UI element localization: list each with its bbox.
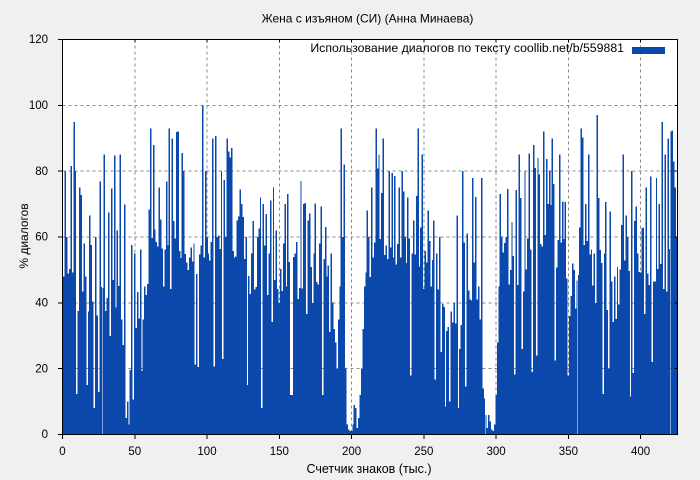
svg-text:20: 20: [35, 363, 48, 375]
svg-text:Жена с изъяном (СИ) (Анна Мина: Жена с изъяном (СИ) (Анна Минаева): [262, 12, 474, 26]
svg-text:200: 200: [342, 446, 361, 458]
svg-text:80: 80: [35, 166, 48, 178]
svg-text:0: 0: [59, 446, 65, 458]
svg-text:100: 100: [29, 100, 48, 112]
svg-text:100: 100: [197, 446, 216, 458]
svg-text:350: 350: [559, 446, 578, 458]
svg-text:50: 50: [128, 446, 141, 458]
svg-text:300: 300: [487, 446, 506, 458]
svg-text:0: 0: [42, 429, 48, 441]
svg-text:400: 400: [631, 446, 650, 458]
svg-text:40: 40: [35, 297, 48, 309]
svg-text:60: 60: [35, 232, 48, 244]
svg-text:Использование диалогов по текс: Использование диалогов по тексту coollib…: [310, 41, 624, 55]
svg-text:120: 120: [29, 34, 48, 46]
svg-text:% диалогов: % диалогов: [17, 203, 31, 268]
svg-text:150: 150: [270, 446, 289, 458]
svg-text:250: 250: [414, 446, 433, 458]
svg-text:Счетчик знаков (тыс.): Счетчик знаков (тыс.): [306, 462, 431, 476]
